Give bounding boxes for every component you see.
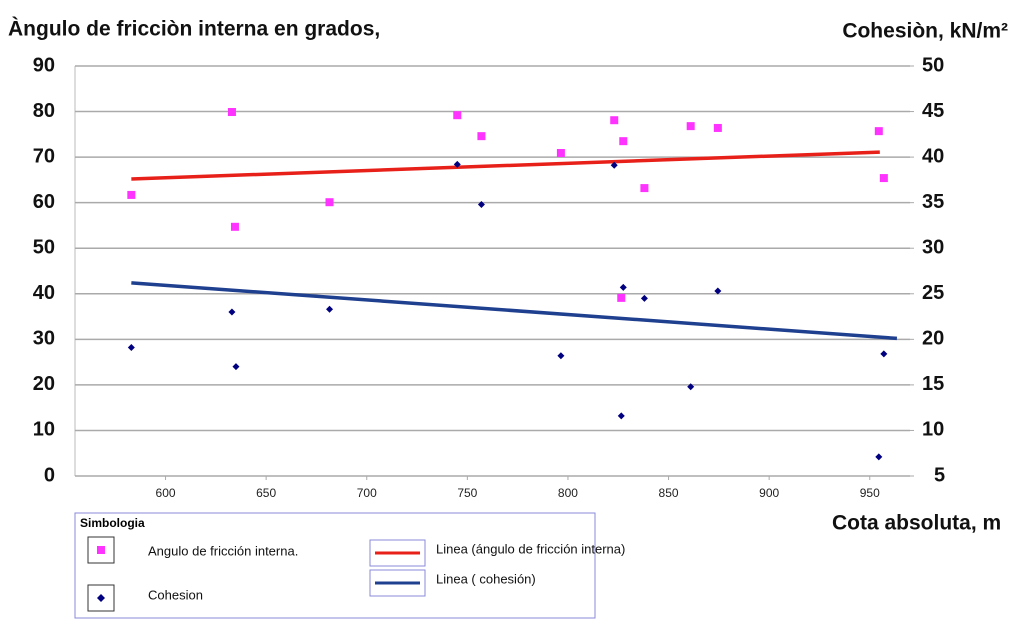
point [874, 127, 883, 136]
y2-tick-label: 25 [922, 282, 944, 304]
point [556, 149, 565, 158]
point [687, 383, 695, 391]
y2-tick-label: 30 [922, 237, 944, 259]
point [610, 161, 618, 169]
point [617, 412, 625, 420]
legend-swatch [97, 546, 105, 554]
point [880, 350, 888, 358]
x-tick-label: 600 [156, 486, 176, 500]
y-tick-label: 0 [44, 464, 55, 486]
x-tick-label: 700 [357, 486, 377, 500]
legend-label: Linea (ángulo de fricción interna) [436, 541, 625, 556]
point [326, 305, 334, 313]
y-tick-label: 20 [33, 373, 55, 395]
point [879, 174, 888, 183]
y2-tick-label: 5 [934, 464, 945, 486]
legend-swatch-box [369, 569, 426, 597]
point [127, 344, 135, 352]
y-tick-label: 80 [33, 100, 55, 122]
y2-tick-label: 10 [922, 419, 944, 441]
legend-swatch [97, 594, 105, 602]
y-tick-label: 40 [33, 282, 55, 304]
y-tick-label: 10 [33, 419, 55, 441]
y2-tick-label: 15 [922, 373, 944, 395]
legend-swatch-box [87, 536, 115, 564]
point [617, 293, 626, 302]
point [453, 111, 462, 120]
trend-line [131, 281, 898, 341]
legend-swatch-box [87, 584, 115, 612]
point [477, 200, 485, 208]
y-tick-label: 90 [33, 54, 55, 76]
y2-tick-label: 35 [922, 191, 944, 213]
point [230, 222, 239, 231]
point [713, 123, 722, 132]
legend-label: Cohesion [148, 587, 203, 602]
y2-tick-label: 45 [922, 100, 944, 122]
y-tick-label: 50 [33, 237, 55, 259]
point [453, 160, 461, 168]
y2-tick-label: 20 [922, 328, 944, 350]
y-tick-label: 30 [33, 328, 55, 350]
chart-title: Àngulo de fricciòn interna en grados, [8, 18, 380, 41]
point [619, 137, 628, 146]
point [557, 352, 565, 360]
point [714, 287, 722, 295]
x-tick-label: 900 [759, 486, 779, 500]
y2-tick-label: 40 [922, 145, 944, 167]
x-tick-label: 850 [659, 486, 679, 500]
legend-label: Linea ( cohesión) [436, 571, 536, 586]
x-tick-label: 650 [256, 486, 276, 500]
y2-tick-label: 50 [922, 54, 944, 76]
y2-axis-label: Cohesiòn, kN/m² [842, 20, 1008, 43]
legend-title: Simbologia [80, 516, 145, 530]
trend-line [131, 150, 880, 181]
legend-swatch-box [369, 539, 426, 567]
point [228, 308, 236, 316]
point [640, 184, 649, 193]
x-tick-label: 800 [558, 486, 578, 500]
x-tick-label: 950 [860, 486, 880, 500]
y-tick-label: 60 [33, 191, 55, 213]
y-tick-label: 70 [33, 145, 55, 167]
point [875, 453, 883, 461]
x-axis-label: Cota absoluta, m [832, 512, 1001, 535]
point [686, 122, 695, 131]
legend-box [74, 512, 596, 619]
point [619, 283, 627, 291]
x-tick-label: 750 [457, 486, 477, 500]
point [610, 116, 619, 125]
point [477, 132, 486, 141]
legend-label: Angulo de fricción interna. [148, 543, 298, 558]
point [127, 190, 136, 199]
point [227, 108, 236, 117]
point [640, 294, 648, 302]
point [325, 198, 334, 207]
point [232, 363, 240, 371]
